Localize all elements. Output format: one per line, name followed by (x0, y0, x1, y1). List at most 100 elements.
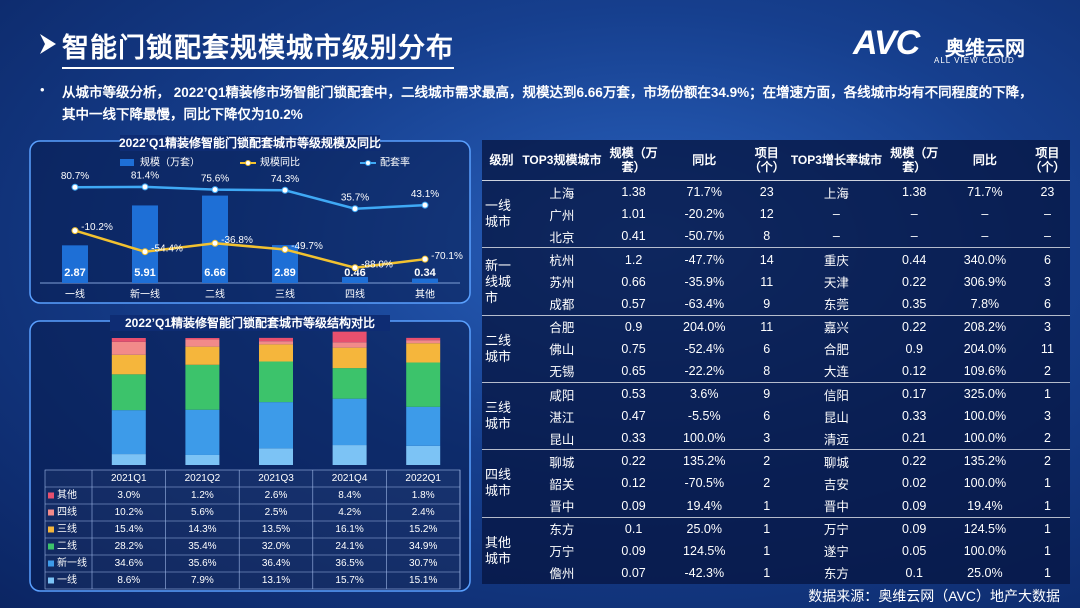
bar-segment (406, 340, 441, 344)
bar (132, 205, 158, 283)
column-header: 规模（万套） (883, 140, 945, 182)
table-cell: 6 (1043, 296, 1051, 311)
table-cell: 0.47 (621, 409, 646, 424)
line (74, 229, 426, 269)
bar-segment (332, 331, 367, 343)
table-cell: 0.35 (902, 296, 927, 311)
table-value: 8.4% (338, 490, 361, 501)
city-table: 级别 TOP3规模城市 规模（万套） 同比 项目（个） TOP3增长率城市 规模（万套） 同比… (482, 140, 1070, 584)
table-cell: -35.9% (684, 274, 725, 289)
point-label: 35.7% (341, 192, 369, 203)
x-tick-label: 三线 (275, 288, 295, 301)
table-cell: 1.01 (621, 207, 646, 222)
table-cell: 100.0% (683, 431, 726, 446)
table-value: 10.2% (115, 507, 143, 518)
point (351, 205, 359, 213)
legend-swatch (48, 509, 54, 516)
table-cell: 9 (763, 296, 771, 311)
table-cell: 0.21 (902, 431, 927, 446)
summary: 从城市等级分析， 2022’Q1精装修市场智能门锁配套中，二线城市需求最高，规模… (62, 85, 1033, 122)
table-cell: 25.0% (664, 516, 745, 540)
table-row: 韶关 0.12 -70.5% 2 吉安 0.02 100.0% 1 (482, 472, 1070, 494)
data-table-bg (44, 469, 461, 590)
point (141, 183, 149, 191)
table-row: 儋州 0.07 -42.3% 1 东方 0.1 25.0% 1 (482, 562, 1070, 584)
table-cell: 聊城 (520, 449, 603, 473)
table-cell: 晋中 (549, 500, 575, 515)
table-row: 四线城市 聊城 0.22 135.2% 2 聊城 0.22 135.2% 2 (482, 449, 1070, 518)
table-cell: 0.44 (883, 247, 945, 271)
point-label: -88.0% (361, 259, 393, 270)
legend-dot (365, 160, 371, 166)
table-cell: 0.09 (621, 498, 646, 513)
bar-segment (406, 362, 441, 407)
table-cell: -50.7% (684, 229, 725, 244)
table-cell: 340.0% (944, 247, 1025, 271)
point-label: 74.3% (271, 174, 299, 185)
table-cell: 23 (1024, 180, 1070, 204)
table-value: 7.9% (191, 575, 214, 586)
table-cell: 1 (1043, 476, 1051, 491)
table-cell: 0.9 (602, 314, 665, 338)
x-tick-label: 新一线 (130, 288, 160, 301)
column-header: 同比 (664, 140, 745, 182)
table-value: 13.1% (262, 575, 290, 586)
table-cell: 上海 (520, 180, 603, 204)
bar (62, 245, 88, 283)
level-cell: 新一线城市 (482, 247, 521, 316)
bar-segment (406, 337, 441, 341)
table-cell: 0.12 (621, 476, 646, 491)
title-arrow (40, 34, 56, 54)
table-cell: 清远 (823, 432, 849, 447)
bar-segment (111, 410, 146, 455)
level-cell: 二线城市 (482, 314, 521, 383)
level-cell: 其他城市 (482, 516, 521, 584)
legend-swatch (48, 560, 54, 567)
table-cell: 2 (763, 476, 771, 491)
table-cell: 8 (763, 363, 771, 378)
point-label: 80.7% (61, 171, 89, 182)
table-cell: 7.8% (970, 296, 1000, 311)
table-cell: 1.38 (602, 180, 665, 204)
table-value: 16.1% (335, 524, 363, 535)
bar (202, 195, 228, 283)
table-value: 5.6% (191, 507, 214, 518)
table-value: 35.6% (188, 558, 216, 569)
bar (342, 276, 368, 283)
table-cell: 北京 (549, 230, 575, 245)
legend-label: 规模同比 (260, 156, 300, 169)
table-cell: 325.0% (944, 382, 1025, 406)
table-cell: 聊城 (789, 449, 884, 473)
column-header: 规模（万套） (602, 140, 665, 182)
table-cell: 3 (1024, 314, 1070, 338)
table-value: 34.6% (115, 558, 143, 569)
table-cell: 1 (763, 498, 771, 513)
table-cell: – (832, 207, 840, 222)
table-cell: 1 (1043, 565, 1051, 580)
table-cell: 1 (1024, 516, 1070, 540)
table-cell: 晋中 (823, 500, 849, 515)
table-cell: – (1043, 229, 1051, 244)
legend-dot (245, 160, 251, 166)
source: 数据来源：奥维云网（AVC）地产大数据 (808, 588, 1060, 604)
table-cell: 100.0% (963, 476, 1007, 491)
table-cell: 25.0% (967, 565, 1003, 580)
column-header: 级别 (482, 140, 521, 182)
table-cell: 成都 (549, 298, 575, 313)
table-cell: 135.2% (944, 449, 1025, 473)
table-cell: 0.22 (902, 274, 927, 289)
column-label: 2022Q1 (405, 473, 441, 484)
bar-label: 2.87 (64, 267, 85, 279)
bar-segment (259, 344, 293, 362)
point (141, 248, 149, 256)
table-cell: 信阳 (789, 382, 884, 406)
column-label: 2021Q1 (111, 473, 147, 484)
level-cell: 一线城市 (482, 180, 521, 248)
table-row: 无锡 0.65 -22.2% 8 大连 0.12 109.6% 2 (482, 360, 1070, 383)
table-cell: 0.07 (621, 565, 646, 580)
column-header: 项目（个） (744, 140, 790, 182)
table-cell: 204.0% (963, 341, 1007, 356)
legend-swatch (120, 159, 134, 166)
row-label: 三线 (57, 522, 77, 535)
